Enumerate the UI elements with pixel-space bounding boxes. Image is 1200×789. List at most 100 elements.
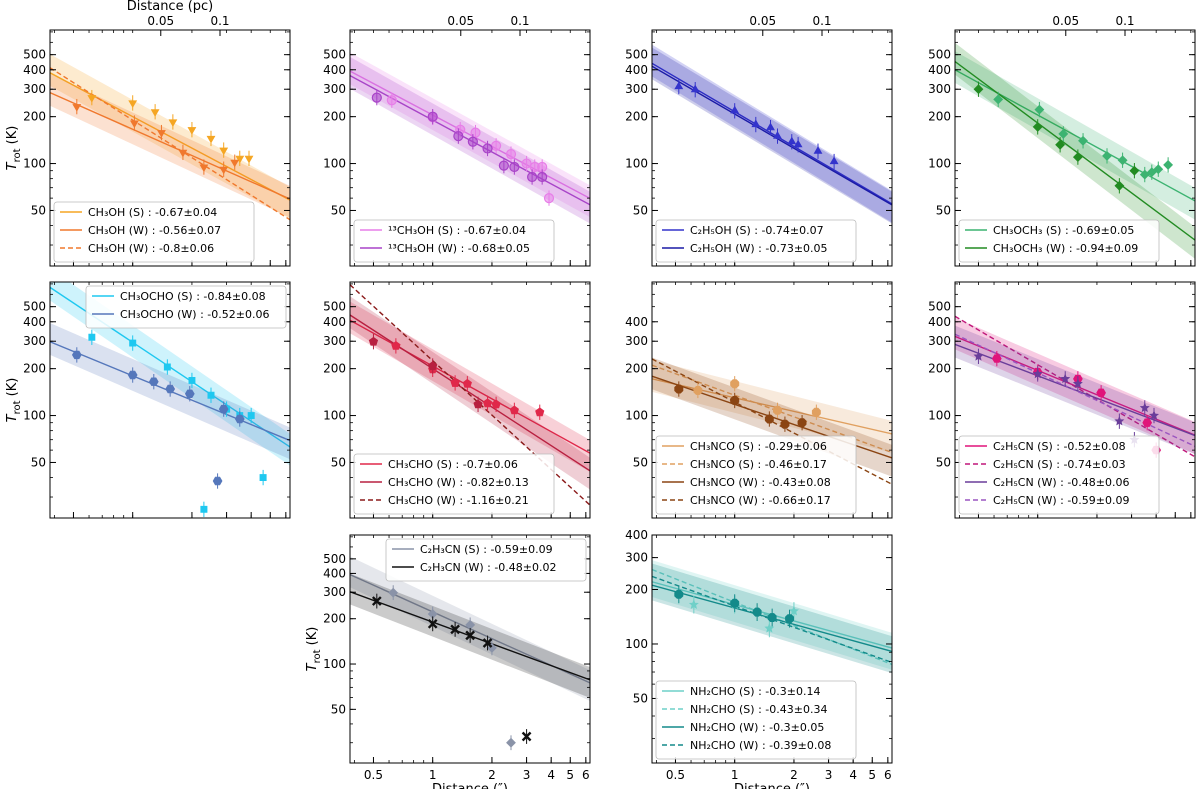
fit-line-p13-3 bbox=[955, 333, 1195, 447]
plot-area bbox=[955, 315, 1195, 458]
x-tick-label: 1 bbox=[429, 768, 437, 782]
data-point-p10-1-5 bbox=[218, 404, 229, 414]
legend-entry: CH₃OCH₃ (W) : -0.94±0.09 bbox=[993, 242, 1138, 255]
data-point-p01-0-0 bbox=[386, 95, 397, 106]
data-point-p11-0-4 bbox=[482, 398, 493, 408]
y-tick-label: 50 bbox=[936, 455, 951, 469]
data-point-p03-0-3 bbox=[1078, 135, 1088, 146]
legend: CH₃OCHO (S) : -0.84±0.08 CH₃OCHO (W) : -0… bbox=[85, 285, 287, 329]
data-point-p12-2-4 bbox=[797, 418, 807, 428]
data-point-p22-0-3 bbox=[788, 605, 799, 616]
data-point-p10-1-3 bbox=[165, 384, 176, 394]
axes-frame bbox=[651, 29, 893, 267]
legend-entry: C₂H₃CN (S) : -0.59±0.09 bbox=[420, 543, 553, 556]
data-point-p22-2-1 bbox=[730, 598, 740, 608]
y-tick-label: 200 bbox=[625, 582, 648, 596]
y-tick-label: 500 bbox=[323, 552, 346, 566]
data-point-p03-1-0 bbox=[973, 84, 984, 95]
data-point-p11-1-2 bbox=[473, 399, 483, 409]
data-point-p02-0-4 bbox=[766, 122, 775, 131]
y-tick-label: 100 bbox=[23, 157, 46, 171]
axes-frame bbox=[954, 281, 1196, 519]
x-axis-title: Distance (″) bbox=[734, 782, 810, 789]
data-point-p01-0-9 bbox=[543, 193, 555, 204]
y-tick-label: 200 bbox=[625, 110, 648, 124]
y-tick-label: 200 bbox=[23, 110, 46, 124]
y-tick-label: 400 bbox=[323, 315, 346, 329]
y-tick-label: 100 bbox=[323, 657, 346, 671]
fit-line-p11-1 bbox=[350, 314, 590, 472]
data-point-p03-1-3 bbox=[1072, 152, 1083, 163]
x-tick-label: 3 bbox=[523, 768, 531, 782]
legend-entry: CH₃NCO (S) : -0.29±0.06 bbox=[690, 440, 827, 453]
legend-entry: CH₃CHO (S) : -0.7±0.06 bbox=[388, 458, 518, 471]
axes-frame bbox=[349, 29, 591, 267]
legend-entry: NH₂CHO (W) : -0.3±0.05 bbox=[690, 721, 824, 734]
data-point-p12-2-1 bbox=[730, 396, 740, 405]
top-tick-label: 0.1 bbox=[1115, 14, 1134, 28]
legend-entry: NH₂CHO (S) : -0.43±0.34 bbox=[690, 703, 827, 716]
data-point-p10-0-3 bbox=[188, 377, 196, 384]
data-point-p03-0-9 bbox=[1163, 159, 1174, 170]
legend-entry: C₂H₅CN (S) : -0.52±0.08 bbox=[993, 440, 1126, 453]
axes-frame bbox=[349, 281, 591, 519]
data-point-p00-1-2 bbox=[157, 130, 166, 138]
x-tick-label: 4 bbox=[547, 768, 555, 782]
data-point-p00-0-0 bbox=[87, 95, 97, 103]
legend-entry: CH₃OH (W) : -0.8±0.06 bbox=[88, 242, 214, 255]
y-tick-label: 50 bbox=[633, 203, 648, 217]
plot-area bbox=[350, 284, 590, 506]
legend: CH₃NCO (S) : -0.29±0.06 CH₃NCO (S) : -0.4… bbox=[655, 435, 857, 515]
data-point-p21-0-2 bbox=[465, 619, 476, 630]
fit-line-p00-0 bbox=[50, 72, 290, 201]
legend-entry: CH₃CHO (W) : -0.82±0.13 bbox=[388, 476, 529, 489]
y-tick-label: 200 bbox=[23, 362, 46, 376]
axes-frame bbox=[651, 534, 893, 764]
data-point-p00-1-0 bbox=[72, 104, 82, 112]
y-tick-label: 300 bbox=[625, 82, 648, 96]
data-point-p10-1-7 bbox=[212, 476, 223, 486]
data-point-p11-0-2 bbox=[450, 378, 460, 387]
data-point-p13-2-3 bbox=[1072, 378, 1083, 389]
panel-p22: 50 100 200 300 400 0.5 1 2 3 456 Distance (″) NH₂CH… bbox=[625, 528, 893, 789]
x-tick-label: 2 bbox=[488, 768, 496, 782]
data-point-p01-1-6 bbox=[509, 161, 520, 173]
y-tick-label: 200 bbox=[928, 362, 951, 376]
y-tick-label: 300 bbox=[323, 585, 346, 599]
data-point-p00-0-4 bbox=[187, 127, 197, 135]
legend-entry: CH₃OCHO (W) : -0.52±0.06 bbox=[120, 308, 269, 321]
data-point-p10-1-0 bbox=[71, 350, 82, 360]
y-tick-label: 500 bbox=[323, 300, 346, 314]
data-point-p21-1-3 bbox=[465, 630, 475, 641]
x-tick-label: 6 bbox=[884, 768, 892, 782]
data-point-p01-1-5 bbox=[498, 160, 509, 171]
x-tick-label: 6 bbox=[582, 768, 590, 782]
data-point-p11-0-5 bbox=[491, 399, 501, 409]
data-point-p01-1-3 bbox=[467, 136, 478, 147]
data-point-p00-0-6 bbox=[219, 147, 229, 156]
data-point-p12-2-3 bbox=[780, 419, 790, 429]
y-tick-label: 500 bbox=[23, 300, 46, 314]
data-point-p13-2-1 bbox=[1032, 368, 1043, 379]
data-point-p21-1-1 bbox=[427, 618, 438, 629]
top-axis-title: Distance (pc) bbox=[127, 0, 214, 14]
y-tick-label: 100 bbox=[625, 409, 648, 423]
data-point-p00-1-3 bbox=[178, 149, 188, 158]
data-point-p03-0-8 bbox=[1153, 164, 1164, 175]
y-tick-label: 50 bbox=[331, 203, 346, 217]
legend-entry: CH₃OCHO (S) : -0.84±0.08 bbox=[120, 290, 266, 303]
axes-frame bbox=[349, 534, 591, 764]
data-point-p21-1-2 bbox=[450, 624, 460, 635]
data-point-p03-0-0 bbox=[993, 94, 1004, 105]
y-tick-label: 100 bbox=[928, 409, 951, 423]
data-point-p21-1-5 bbox=[521, 731, 532, 742]
plot-area bbox=[955, 42, 1195, 259]
data-point-p00-1-5 bbox=[219, 166, 229, 175]
data-point-p13-0-0 bbox=[991, 354, 1002, 363]
legend: ¹³CH₃OH (S) : -0.67±0.04 ¹³CH₃OH (W) : -0… bbox=[353, 219, 555, 263]
data-point-p10-1-4 bbox=[184, 389, 195, 398]
